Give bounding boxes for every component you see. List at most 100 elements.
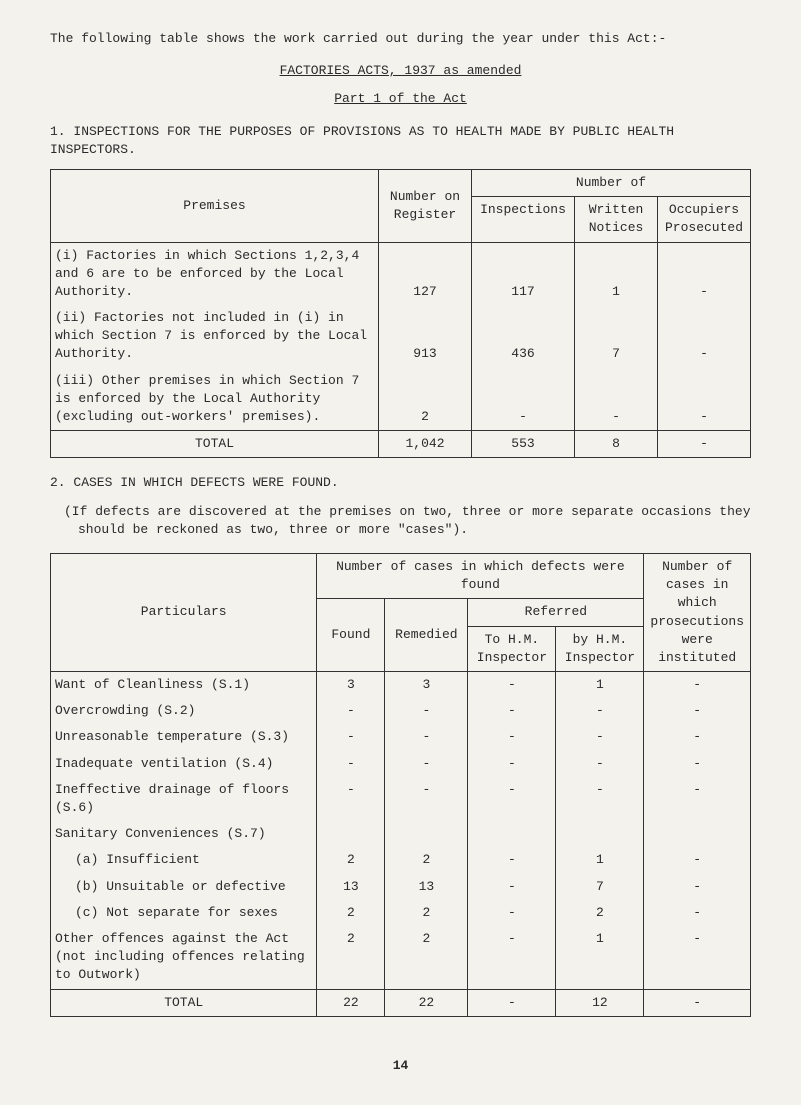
table-cell: - (468, 698, 556, 724)
table-cell: 3 (385, 672, 468, 699)
table-cell: 2 (385, 900, 468, 926)
table-cell: - (658, 242, 751, 305)
table-cell (317, 821, 385, 847)
table-cell: - (644, 777, 751, 821)
table-cell: - (468, 874, 556, 900)
table-cell: - (658, 368, 751, 431)
table-cell: - (644, 847, 751, 873)
table-row-label: Ineffective drainage of floors (S.6) (51, 777, 317, 821)
table-cell: - (468, 900, 556, 926)
table-cell: - (575, 368, 658, 431)
table-row-label: (c) Not separate for sexes (51, 900, 317, 926)
t1-total-prosecuted: - (658, 431, 751, 458)
heading-part1: Part 1 of the Act (50, 90, 751, 108)
table-cell: - (658, 305, 751, 368)
table-cell: - (644, 672, 751, 699)
t2-total-byhm: 12 (556, 989, 644, 1016)
table-cell: - (317, 751, 385, 777)
th-prosecutions: Number of cases in which prosecutions we… (644, 553, 751, 671)
th-register: Number on Register (379, 169, 472, 242)
table-cell (468, 821, 556, 847)
table-row-label: Overcrowding (S.2) (51, 698, 317, 724)
table-cell: - (468, 751, 556, 777)
table-cell: 3 (317, 672, 385, 699)
section2-note: (If defects are discovered at the premis… (50, 503, 751, 539)
table-cell: 1 (575, 242, 658, 305)
table-cell: - (385, 751, 468, 777)
heading-factories-acts: FACTORIES ACTS, 1937 as amended (50, 62, 751, 80)
section1-title: 1. INSPECTIONS FOR THE PURPOSES OF PROVI… (50, 123, 751, 159)
table-cell: 2 (385, 926, 468, 989)
table-cell: - (385, 724, 468, 750)
table-cell: 127 (379, 242, 472, 305)
table-row-label: Inadequate ventilation (S.4) (51, 751, 317, 777)
table-cell: 1 (556, 847, 644, 873)
table-row-label: (ii) Factories not included in (i) in wh… (51, 305, 379, 368)
table-cell: - (317, 777, 385, 821)
t2-total-remedied: 22 (385, 989, 468, 1016)
t1-total-inspections: 553 (472, 431, 575, 458)
table-cell: 13 (385, 874, 468, 900)
table-cell: - (468, 724, 556, 750)
table-cell (385, 821, 468, 847)
table-cell: 2 (379, 368, 472, 431)
th-prosecuted: Occupiers Prosecuted (658, 197, 751, 242)
table-row-label: (b) Unsuitable or defective (51, 874, 317, 900)
t2-total-tohm: - (468, 989, 556, 1016)
table-cell: 7 (575, 305, 658, 368)
th-to-hm: To H.M. Inspector (468, 626, 556, 671)
table-cell (556, 821, 644, 847)
th-premises: Premises (51, 169, 379, 242)
table-cell: - (556, 724, 644, 750)
table-cell: - (644, 751, 751, 777)
table-cell: 117 (472, 242, 575, 305)
t2-total-pros: - (644, 989, 751, 1016)
heading-part1-text: Part 1 of the Act (334, 91, 467, 106)
table-cell: - (317, 698, 385, 724)
table-cell: 1 (556, 672, 644, 699)
th-inspections: Inspections (472, 197, 575, 242)
th-num-cases: Number of cases in which defects were fo… (317, 553, 644, 598)
table-cell: - (468, 672, 556, 699)
table-cell: 913 (379, 305, 472, 368)
table-cell: - (468, 777, 556, 821)
table-cell: - (556, 698, 644, 724)
table-defects: Particulars Number of cases in which def… (50, 553, 751, 1017)
table-cell: 2 (317, 926, 385, 989)
table-cell (644, 821, 751, 847)
t2-total-found: 22 (317, 989, 385, 1016)
table-inspections: Premises Number on Register Number of In… (50, 169, 751, 458)
th-number-of: Number of (472, 169, 751, 196)
table-cell: 2 (317, 847, 385, 873)
table-cell: 2 (385, 847, 468, 873)
table-cell: - (556, 751, 644, 777)
table-row-label: (iii) Other premises in which Section 7 … (51, 368, 379, 431)
table-cell: - (644, 926, 751, 989)
table-row-label: Unreasonable temperature (S.3) (51, 724, 317, 750)
table-cell: - (644, 724, 751, 750)
table-cell: 2 (317, 900, 385, 926)
table-row-label: (a) Insufficient (51, 847, 317, 873)
t2-total-label: TOTAL (51, 989, 317, 1016)
table-cell: - (472, 368, 575, 431)
table-cell: - (644, 698, 751, 724)
table-cell: 7 (556, 874, 644, 900)
table-cell: 436 (472, 305, 575, 368)
table-cell: 1 (556, 926, 644, 989)
table-cell: - (644, 874, 751, 900)
table-cell: - (385, 777, 468, 821)
table-cell: - (468, 847, 556, 873)
page-number: 14 (50, 1057, 751, 1075)
table-row-label: (i) Factories in which Sections 1,2,3,4 … (51, 242, 379, 305)
table-cell: - (385, 698, 468, 724)
t1-total-register: 1,042 (379, 431, 472, 458)
th-referred: Referred (468, 599, 644, 626)
table-cell: 2 (556, 900, 644, 926)
table-cell: - (556, 777, 644, 821)
table-cell: 13 (317, 874, 385, 900)
section2-title: 2. CASES IN WHICH DEFECTS WERE FOUND. (50, 474, 751, 492)
th-particulars: Particulars (51, 553, 317, 671)
th-by-hm: by H.M. Inspector (556, 626, 644, 671)
intro-text: The following table shows the work carri… (50, 30, 751, 48)
table-row-label: Want of Cleanliness (S.1) (51, 672, 317, 699)
